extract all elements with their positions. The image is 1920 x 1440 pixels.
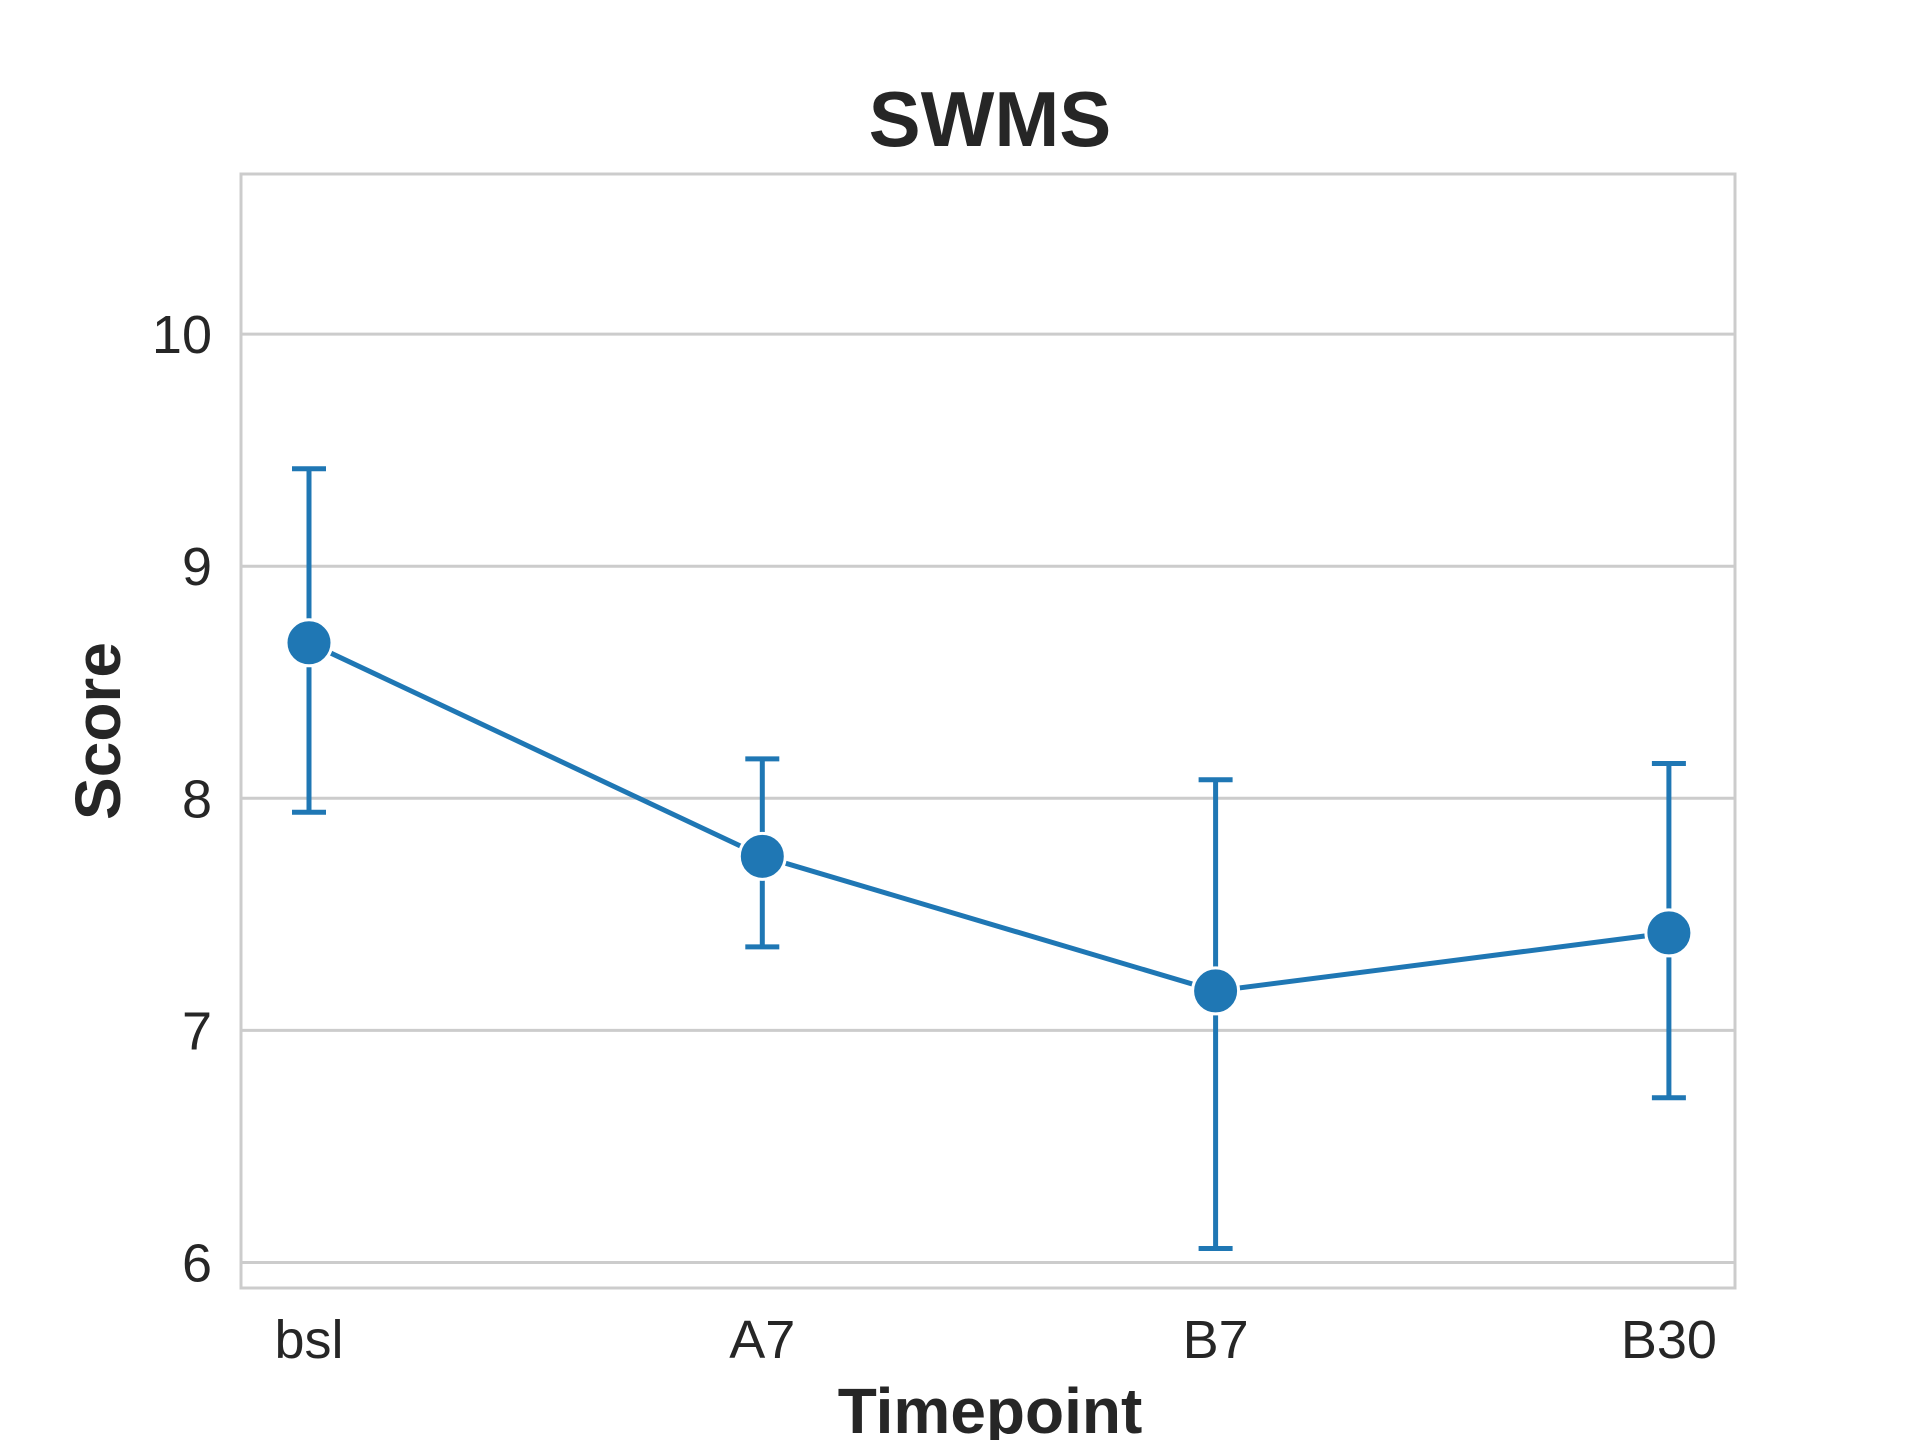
y-axis-label: Score [62, 642, 134, 820]
data-point [1644, 908, 1694, 958]
series-line [307, 640, 1670, 994]
y-gridlines [241, 332, 1735, 1264]
y-tick-label: 7 [182, 1001, 212, 1061]
chart-title: SWMS [869, 75, 1112, 163]
series-layer [284, 466, 1694, 1252]
y-tick-labels: 6 7 8 9 10 [152, 305, 212, 1293]
x-tick-label: bsl [274, 1310, 343, 1370]
x-tick-labels: bsl A7 B7 B30 [274, 1310, 1716, 1370]
plot-frame [239, 172, 1737, 1290]
x-tick-label: B30 [1621, 1310, 1717, 1370]
y-tick-label: 8 [182, 769, 212, 829]
y-tick-label: 6 [182, 1233, 212, 1293]
x-tick-label: A7 [729, 1310, 795, 1370]
x-tick-label: B7 [1183, 1310, 1249, 1370]
data-point [1191, 966, 1241, 1016]
data-point [284, 618, 334, 668]
data-point [737, 831, 787, 881]
y-tick-label: 9 [182, 537, 212, 597]
y-tick-label: 10 [152, 305, 212, 365]
x-axis-label: Timepoint [838, 1375, 1143, 1440]
